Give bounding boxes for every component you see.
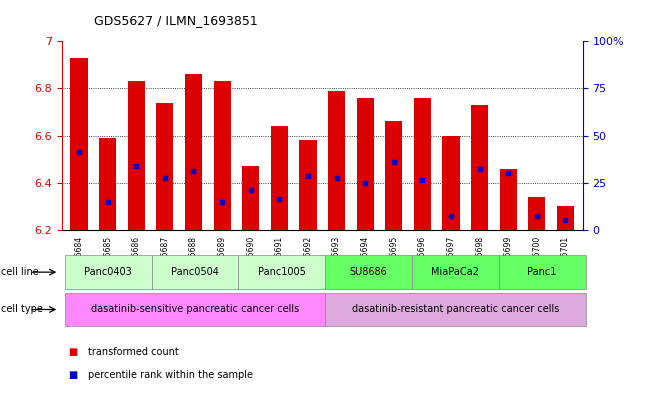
Bar (271, 126, 288, 230)
Text: Panc1: Panc1 (527, 267, 557, 277)
Text: MiaPaCa2: MiaPaCa2 (432, 267, 479, 277)
Text: ■: ■ (68, 347, 77, 357)
Text: transformed count: transformed count (88, 347, 178, 357)
Bar (500, 169, 517, 230)
Bar (242, 166, 259, 230)
Text: cell type: cell type (1, 305, 43, 314)
Bar (557, 206, 574, 230)
Bar (471, 105, 488, 230)
Text: ■: ■ (68, 369, 77, 380)
Bar (299, 140, 316, 230)
Bar (70, 58, 88, 230)
Text: dasatinib-sensitive pancreatic cancer cells: dasatinib-sensitive pancreatic cancer ce… (90, 305, 299, 314)
Text: Panc0504: Panc0504 (171, 267, 219, 277)
Text: GDS5627 / ILMN_1693851: GDS5627 / ILMN_1693851 (94, 14, 258, 27)
Bar (357, 98, 374, 230)
Text: SU8686: SU8686 (350, 267, 387, 277)
Text: dasatinib-resistant pancreatic cancer cells: dasatinib-resistant pancreatic cancer ce… (352, 305, 559, 314)
Text: Panc1005: Panc1005 (258, 267, 306, 277)
Bar (185, 74, 202, 230)
Bar (443, 136, 460, 230)
Bar (214, 81, 230, 230)
Bar (414, 98, 431, 230)
Text: cell line: cell line (1, 267, 39, 277)
Bar (328, 91, 345, 230)
Bar (528, 197, 546, 230)
Bar (385, 121, 402, 230)
Text: Panc0403: Panc0403 (84, 267, 132, 277)
Text: percentile rank within the sample: percentile rank within the sample (88, 369, 253, 380)
Bar (156, 103, 173, 230)
Bar (99, 138, 117, 230)
Bar (128, 81, 145, 230)
